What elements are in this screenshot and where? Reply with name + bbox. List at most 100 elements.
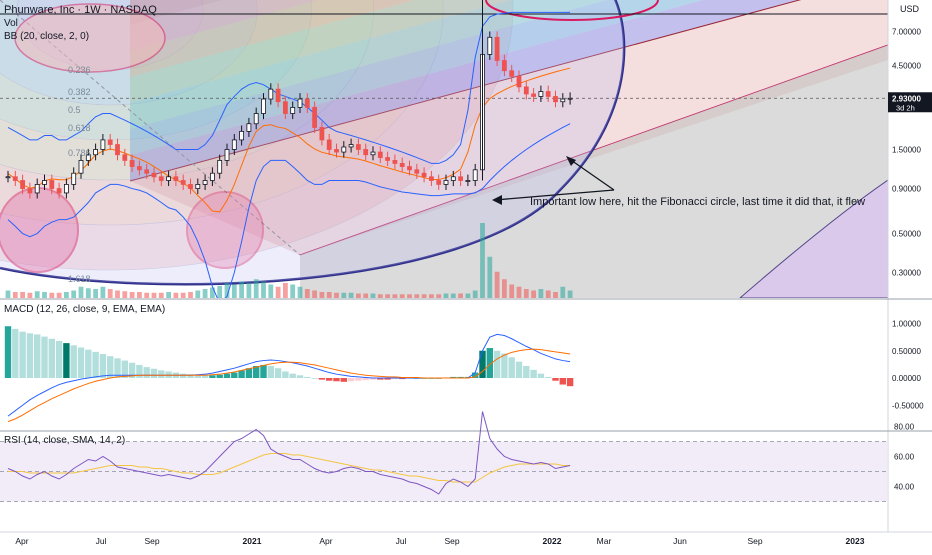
macd-histogram-bar — [165, 371, 172, 378]
candle-body — [34, 184, 40, 194]
candle-body — [290, 107, 296, 114]
annotation-text: Important low here, hit the Fibonacci ci… — [530, 196, 866, 208]
fib-channel-line — [129, 0, 802, 182]
macd-histogram-bar — [26, 333, 34, 378]
price-tick-label: 0.50000 — [892, 230, 921, 239]
macd-histogram-bar — [304, 376, 311, 378]
highlight-circle — [0, 187, 79, 273]
macd-histogram-bar — [318, 378, 326, 380]
macd-histogram-bar — [114, 358, 121, 378]
macd-histogram-bar — [245, 368, 253, 378]
price-axis — [888, 0, 932, 550]
macd-histogram-bar — [34, 334, 41, 378]
candle-body — [115, 144, 120, 156]
candle-body — [217, 160, 223, 174]
candle-body — [224, 149, 230, 161]
macd-histogram-bar — [523, 366, 530, 378]
price-tick-label: 0.30000 — [892, 269, 921, 278]
highlight-circle — [14, 3, 166, 73]
candle-body — [253, 113, 259, 125]
volume-bar — [180, 292, 186, 298]
macd-histogram-bar — [508, 357, 515, 378]
candle-body — [523, 86, 529, 95]
volume-bar — [334, 292, 339, 298]
volume-bar — [509, 284, 515, 298]
candle-body — [71, 172, 77, 185]
candle-body — [195, 184, 201, 189]
rsi-tick-label: 60.00 — [894, 453, 915, 462]
candle-body — [231, 139, 237, 150]
bollinger-upper — [7, 11, 571, 164]
macd-histogram-bar — [479, 350, 486, 378]
volume-bar — [494, 271, 500, 298]
candle-body — [545, 91, 551, 97]
macd-histogram-bar — [545, 376, 552, 378]
macd-histogram-bar — [326, 378, 333, 381]
candle-body — [494, 36, 500, 61]
macd-histogram-bar — [92, 351, 99, 378]
volume-bar — [27, 292, 33, 298]
fib-channel-band — [130, 0, 415, 77]
volume-bar — [348, 292, 354, 298]
macd-histogram-bar — [391, 378, 399, 380]
macd-histogram-bar — [143, 367, 150, 378]
volume-bar — [450, 293, 456, 298]
candle-body — [370, 151, 376, 156]
volume-bar — [71, 290, 77, 298]
time-tick-label: Jun — [673, 536, 687, 546]
volume-bar — [93, 289, 98, 298]
candle-body — [93, 149, 98, 156]
volume-bar — [516, 286, 522, 298]
volume-bar — [465, 293, 471, 298]
volume-bar — [429, 294, 434, 298]
volume-bar — [487, 256, 493, 298]
volume-bar — [49, 292, 55, 298]
volume-bar — [253, 279, 259, 298]
price-tick-label: 1.50000 — [892, 145, 921, 154]
volume-bar — [531, 290, 536, 298]
annotation-arrowhead — [492, 195, 502, 205]
candle-body — [355, 144, 361, 150]
macd-histogram-bar — [399, 378, 406, 380]
annotation-arrow — [494, 189, 615, 201]
macd-histogram-bar — [355, 378, 362, 381]
macd-histogram-bar — [12, 328, 19, 378]
volume-bar — [312, 290, 317, 298]
candle-body — [239, 130, 245, 141]
volume-bar — [42, 292, 47, 298]
macd-histogram-bar — [530, 369, 537, 378]
time-tick-label: 2022 — [543, 536, 562, 546]
macd-histogram-bar — [238, 370, 245, 378]
candle-body — [553, 96, 558, 103]
macd-histogram-bar — [4, 326, 12, 378]
time-tick-label: Sep — [144, 536, 159, 546]
candle-body — [64, 184, 69, 194]
volume-bar — [414, 294, 420, 298]
macd-histogram-bar — [552, 378, 559, 381]
price-badge-value: 2.93000 — [892, 94, 921, 103]
candle-body — [538, 91, 544, 97]
candle-body — [501, 60, 507, 72]
signal-line — [7, 348, 571, 423]
volume-bar — [137, 292, 142, 298]
volume-bar — [115, 290, 120, 298]
macd-histogram-bar — [333, 378, 340, 382]
currency-label[interactable]: USD — [900, 4, 920, 14]
macd-histogram-bar — [19, 331, 26, 378]
macd-histogram-bar — [493, 350, 501, 378]
candle-body — [12, 176, 18, 181]
macd-histogram-bar — [121, 360, 128, 378]
volume-bar — [64, 292, 69, 298]
volume-bar — [195, 290, 201, 298]
volume-bar — [268, 284, 274, 298]
volume-bar — [158, 292, 164, 298]
candle-body — [443, 180, 449, 185]
macd-histogram-bar — [559, 378, 566, 385]
price-tick-label: 7.00000 — [892, 28, 921, 37]
volume-bar — [545, 290, 551, 298]
annotation-arrow — [567, 157, 615, 191]
fib-level-label: 0.5 — [68, 105, 81, 115]
fib-channel-band — [130, 0, 704, 155]
